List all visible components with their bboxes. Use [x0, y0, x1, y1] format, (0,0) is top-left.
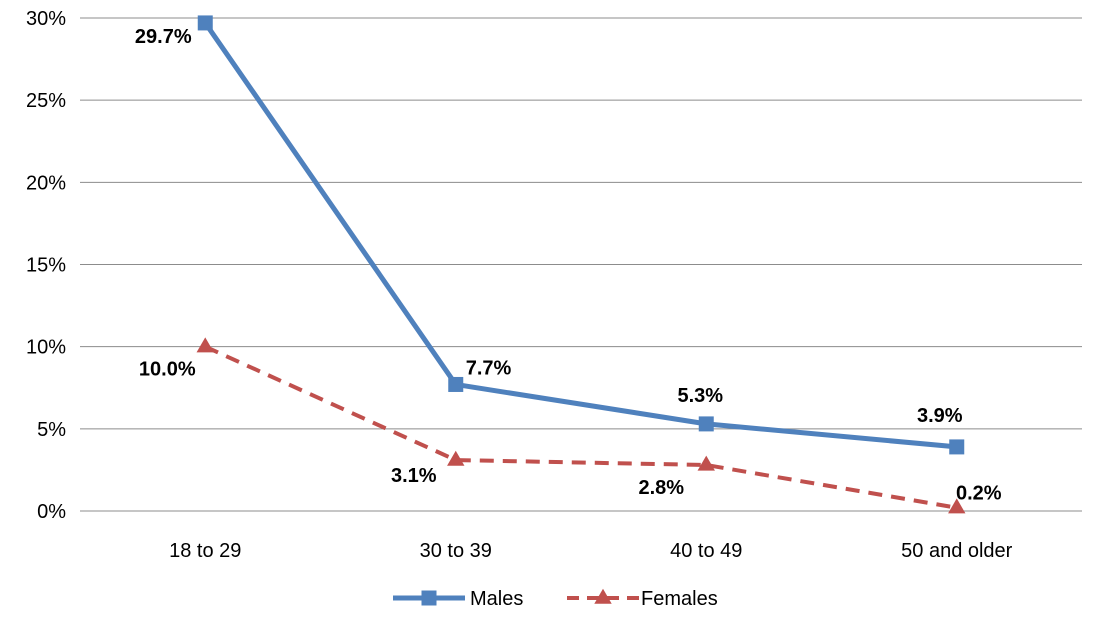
square-marker [421, 590, 437, 606]
x-tick-label: 30 to 39 [420, 540, 492, 562]
triangle-marker [447, 450, 465, 466]
y-tick-label: 15% [26, 255, 66, 277]
triangle-marker [697, 455, 715, 471]
square-marker [448, 376, 464, 392]
x-tick-label: 18 to 29 [169, 540, 241, 562]
square-marker [698, 416, 714, 432]
triangle-marker [196, 337, 214, 353]
data-label: 3.9% [917, 405, 963, 427]
square-marker [949, 439, 965, 455]
triangle-marker [948, 498, 966, 514]
data-label: 7.7% [466, 357, 512, 379]
x-tick-label: 40 to 49 [670, 540, 742, 562]
gridlines [80, 17, 1082, 512]
data-label: 5.3% [677, 385, 723, 407]
data-label: 29.7% [135, 26, 192, 48]
y-tick-label: 0% [37, 501, 66, 523]
data-label: 2.8% [638, 477, 684, 499]
triangle-marker [594, 588, 612, 604]
series-lines [203, 21, 958, 510]
y-axis-tick-labels: 0% 5% 10% 15% 20% 25% 30% [26, 8, 66, 523]
data-labels: 29.7% 7.7% 5.3% 3.9% 10.0% 3.1% 2.8% 0.2% [135, 26, 1002, 505]
series-line-males [203, 21, 957, 450]
series-markers [196, 15, 966, 514]
y-tick-label: 25% [26, 90, 66, 112]
series-line-females [204, 344, 958, 510]
legend: Males Females [393, 588, 718, 610]
y-tick-label: 10% [26, 337, 66, 359]
square-marker [197, 15, 213, 31]
x-tick-label: 50 and older [901, 540, 1013, 562]
x-axis-tick-labels: 18 to 29 30 to 39 40 to 49 50 and older [169, 540, 1013, 562]
data-label: 10.0% [139, 359, 196, 381]
data-label: 0.2% [956, 483, 1002, 505]
data-label: 3.1% [391, 465, 437, 487]
legend-label: Females [641, 588, 718, 610]
legend-label: Males [470, 588, 523, 610]
y-tick-label: 20% [26, 172, 66, 194]
y-tick-label: 30% [26, 8, 66, 30]
y-tick-label: 5% [37, 419, 66, 441]
